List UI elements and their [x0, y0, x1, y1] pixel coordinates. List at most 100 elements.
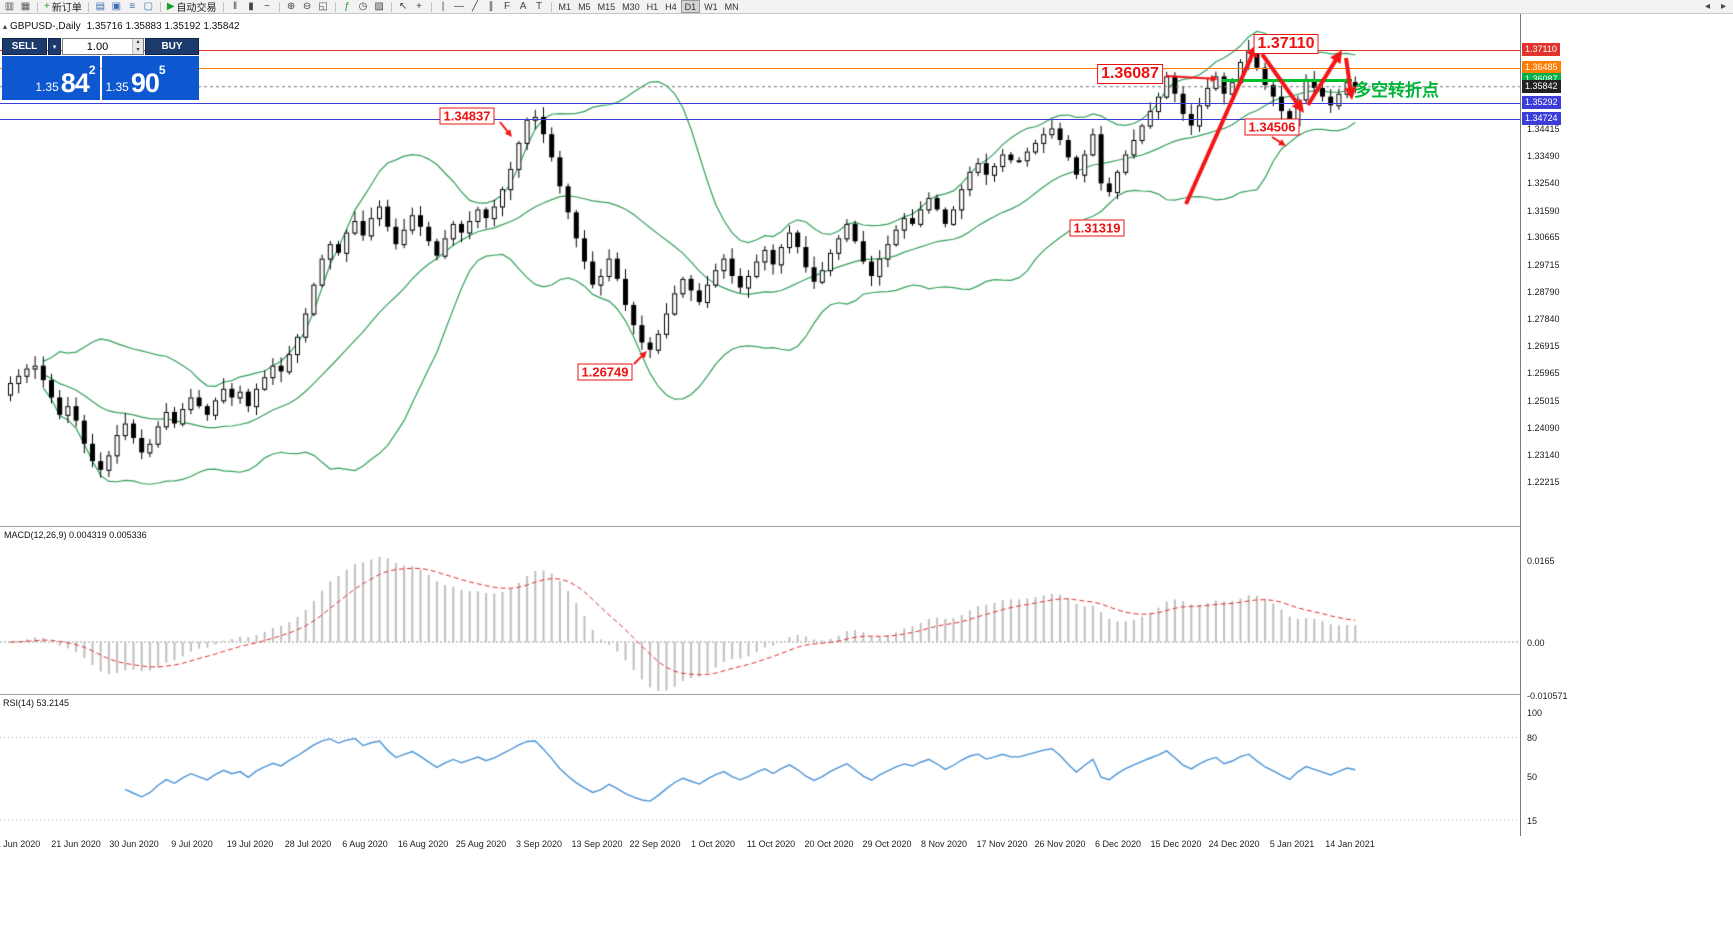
main-toolbar: ▥ ▦ + 新订单 ▤ ▣ ≡ ▢ ▶ 自动交易 ‖ ▮ ~ ⊕ ⊖ ◱ ƒ ◷ ▨ ↖ + | — ╱ ∥ F A T M1 M5 M15… — [0, 0, 1733, 14]
price-scale-label: 1.30665 — [1527, 232, 1560, 242]
price-annotation-1.31319[interactable]: 1.31319 — [1069, 219, 1125, 237]
trendline-icon[interactable]: ╱ — [472, 0, 479, 12]
date-label: 14 Jan 2021 — [1325, 839, 1375, 849]
date-label: 30 Jun 2020 — [109, 839, 159, 849]
toolbar-separator — [390, 1, 392, 12]
timeframe-d1[interactable]: D1 — [680, 0, 701, 13]
price-scale-label: 1.31590 — [1527, 206, 1560, 216]
timeframe-m1[interactable]: M1 — [558, 1, 572, 12]
date-label: 11 Oct 2020 — [746, 839, 796, 849]
price-tag-1.34724: 1.34724 — [1522, 112, 1561, 125]
date-label: 19 Jul 2020 — [226, 839, 274, 849]
date-label: 28 Jul 2020 — [284, 839, 332, 849]
price-annotation-1.34837[interactable]: 1.34837 — [439, 107, 495, 125]
panel-separator-rsi[interactable] — [0, 694, 1733, 695]
date-label: 20 Oct 2020 — [804, 839, 854, 849]
timeframe-h4[interactable]: H4 — [665, 1, 677, 12]
price-annotation-1.34506[interactable]: 1.34506 — [1244, 118, 1300, 136]
lot-size-input[interactable] — [63, 39, 132, 54]
bar-chart-type-icon[interactable]: ‖ — [232, 0, 238, 12]
zoom-in-icon[interactable]: ⊕ — [286, 0, 296, 12]
sell-price-sup: 2 — [88, 63, 96, 77]
data-window-icon[interactable]: ▣ — [111, 0, 122, 12]
date-label: 3 Sep 2020 — [515, 839, 563, 849]
periods-icon[interactable]: ◷ — [358, 0, 368, 12]
crosshair-icon[interactable]: + — [416, 0, 422, 12]
price-axis: 1.34415 1.33490 1.32540 1.31590 1.30665 1.297… — [1520, 14, 1733, 836]
date-label: 22 Sep 2020 — [629, 839, 681, 849]
zoom-out-icon[interactable]: ⊖ — [302, 0, 312, 12]
text-icon[interactable]: A — [519, 0, 527, 12]
new-order-button[interactable]: + 新订单 — [44, 0, 82, 15]
vertical-line-icon[interactable]: | — [441, 0, 445, 12]
line-chart-type-icon[interactable]: ~ — [264, 0, 270, 12]
profiles-icon[interactable]: ▦ — [20, 0, 31, 12]
arrows-icon[interactable]: T — [535, 0, 543, 12]
date-label: 25 Aug 2020 — [455, 839, 507, 849]
price-annotation-1.36087[interactable]: 1.36087 — [1097, 64, 1163, 84]
date-label: 6 Dec 2020 — [1094, 839, 1142, 849]
tile-windows-icon[interactable]: ◱ — [318, 0, 328, 12]
buy-price-display[interactable]: 1.35 90 5 — [101, 56, 199, 100]
terminal-icon[interactable]: ▢ — [143, 0, 154, 12]
rsi-scale-label: 100 — [1527, 708, 1543, 718]
candlestick-type-icon[interactable]: ▮ — [248, 0, 254, 12]
sell-button[interactable]: SELL — [2, 38, 47, 55]
market-watch-icon[interactable]: ▤ — [95, 0, 106, 12]
symbol-icon: ▴ — [3, 22, 8, 31]
rsi-label: RSI(14) 53.2145 — [3, 698, 70, 708]
price-tag-1.37110: 1.37110 — [1522, 43, 1560, 56]
toolbar-separator — [37, 1, 38, 12]
price-annotation-1.26749[interactable]: 1.26749 — [577, 363, 633, 381]
panel-separator-macd[interactable] — [0, 526, 1733, 527]
buy-price-sup: 5 — [158, 63, 166, 77]
price-tag-1.35842: 1.35842 — [1522, 80, 1561, 93]
timeframe-m30[interactable]: M30 — [622, 1, 640, 12]
price-scale-label: 1.27840 — [1527, 314, 1560, 324]
timeframe-m5[interactable]: M5 — [578, 1, 591, 12]
toolbar-separator — [159, 1, 161, 12]
price-scale-label: 1.28790 — [1527, 287, 1560, 297]
toolbar-scroll-left-icon[interactable]: ◂ — [1704, 1, 1711, 12]
sell-price-display[interactable]: 1.35 84 2 — [2, 56, 100, 100]
date-label: 1 Oct 2020 — [690, 839, 736, 849]
date-label: 5 Jan 2021 — [1269, 839, 1315, 849]
buy-price-small: 1.35 — [105, 80, 129, 94]
autotrading-button[interactable]: ▶ 自动交易 — [166, 0, 217, 15]
timeframe-w1[interactable]: W1 — [704, 1, 718, 12]
timeframe-mn[interactable]: MN — [724, 1, 739, 12]
rsi-scale-label: 80 — [1527, 733, 1538, 743]
toolbar-separator — [222, 1, 224, 12]
channel-icon[interactable]: ∥ — [488, 0, 494, 12]
date-label: 17 Nov 2020 — [976, 839, 1028, 849]
templates-icon[interactable]: ▨ — [374, 0, 384, 12]
date-label: 15 Dec 2020 — [1150, 839, 1202, 849]
timeframe-h1[interactable]: H1 — [646, 1, 659, 12]
fibonacci-icon[interactable]: F — [503, 0, 511, 12]
date-label: 8 Nov 2020 — [920, 839, 968, 849]
lot-decrease-button[interactable]: ▾ — [133, 46, 143, 54]
horizontal-line-icon[interactable]: — — [454, 0, 465, 12]
date-label: 16 Aug 2020 — [397, 839, 449, 849]
chart-note-text[interactable]: 多空转折点 — [1354, 81, 1439, 100]
cursor-icon[interactable]: ↖ — [398, 0, 408, 12]
price-scale-label: 1.23140 — [1527, 450, 1560, 460]
navigator-icon[interactable]: ≡ — [129, 0, 136, 12]
sell-price-big: 84 — [60, 68, 90, 98]
toolbar-scroll-right-icon[interactable]: ▸ — [1720, 1, 1727, 12]
price-scale-label: 1.26915 — [1527, 341, 1560, 351]
rsi-scale-label: 15 — [1527, 816, 1538, 826]
buy-button[interactable]: BUY — [145, 38, 199, 55]
order-type-dropdown-icon[interactable]: ▾ — [48, 38, 61, 55]
new-chart-icon[interactable]: ▥ — [4, 0, 15, 12]
price-annotation-1.37110[interactable]: 1.37110 — [1253, 34, 1319, 54]
lot-increase-button[interactable]: ▴ — [133, 39, 143, 47]
price-scale-label: 1.33490 — [1527, 151, 1560, 161]
price-scale-label: 1.34415 — [1527, 124, 1560, 134]
price-tag-1.35292: 1.35292 — [1522, 96, 1561, 109]
toolbar-separator — [334, 1, 336, 12]
timeframe-m15[interactable]: M15 — [597, 1, 616, 12]
indicators-icon[interactable]: ƒ — [344, 0, 350, 12]
